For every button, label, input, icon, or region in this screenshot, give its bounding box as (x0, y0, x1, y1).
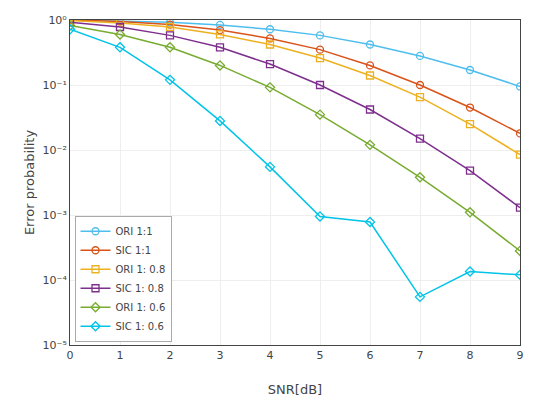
svg-text:9: 9 (517, 349, 524, 362)
svg-text:2: 2 (167, 349, 174, 362)
svg-text:SIC 1:1: SIC 1:1 (116, 245, 152, 256)
svg-text:ORI 1: 0.8: ORI 1: 0.8 (116, 264, 166, 275)
svg-text:3: 3 (217, 349, 224, 362)
svg-text:10⁰: 10⁰ (48, 14, 67, 27)
svg-text:10⁻²: 10⁻² (43, 144, 67, 157)
svg-text:7: 7 (417, 349, 424, 362)
svg-text:SIC 1: 0.8: SIC 1: 0.8 (116, 283, 164, 294)
svg-text:SNR[dB]: SNR[dB] (268, 382, 322, 397)
svg-text:5: 5 (317, 349, 324, 362)
svg-text:10⁻⁴: 10⁻⁴ (43, 274, 68, 287)
svg-text:10⁻³: 10⁻³ (43, 209, 67, 222)
svg-text:Error probability: Error probability (22, 130, 37, 235)
svg-text:ORI 1: 0.6: ORI 1: 0.6 (116, 302, 166, 313)
svg-text:6: 6 (367, 349, 374, 362)
svg-text:10⁻⁵: 10⁻⁵ (43, 339, 67, 352)
svg-text:ORI 1:1: ORI 1:1 (116, 226, 153, 237)
svg-text:0: 0 (67, 349, 74, 362)
svg-text:SIC 1: 0.6: SIC 1: 0.6 (116, 321, 164, 332)
svg-text:4: 4 (267, 349, 274, 362)
svg-text:10⁻¹: 10⁻¹ (43, 79, 67, 92)
svg-text:1: 1 (117, 349, 124, 362)
svg-text:8: 8 (467, 349, 474, 362)
